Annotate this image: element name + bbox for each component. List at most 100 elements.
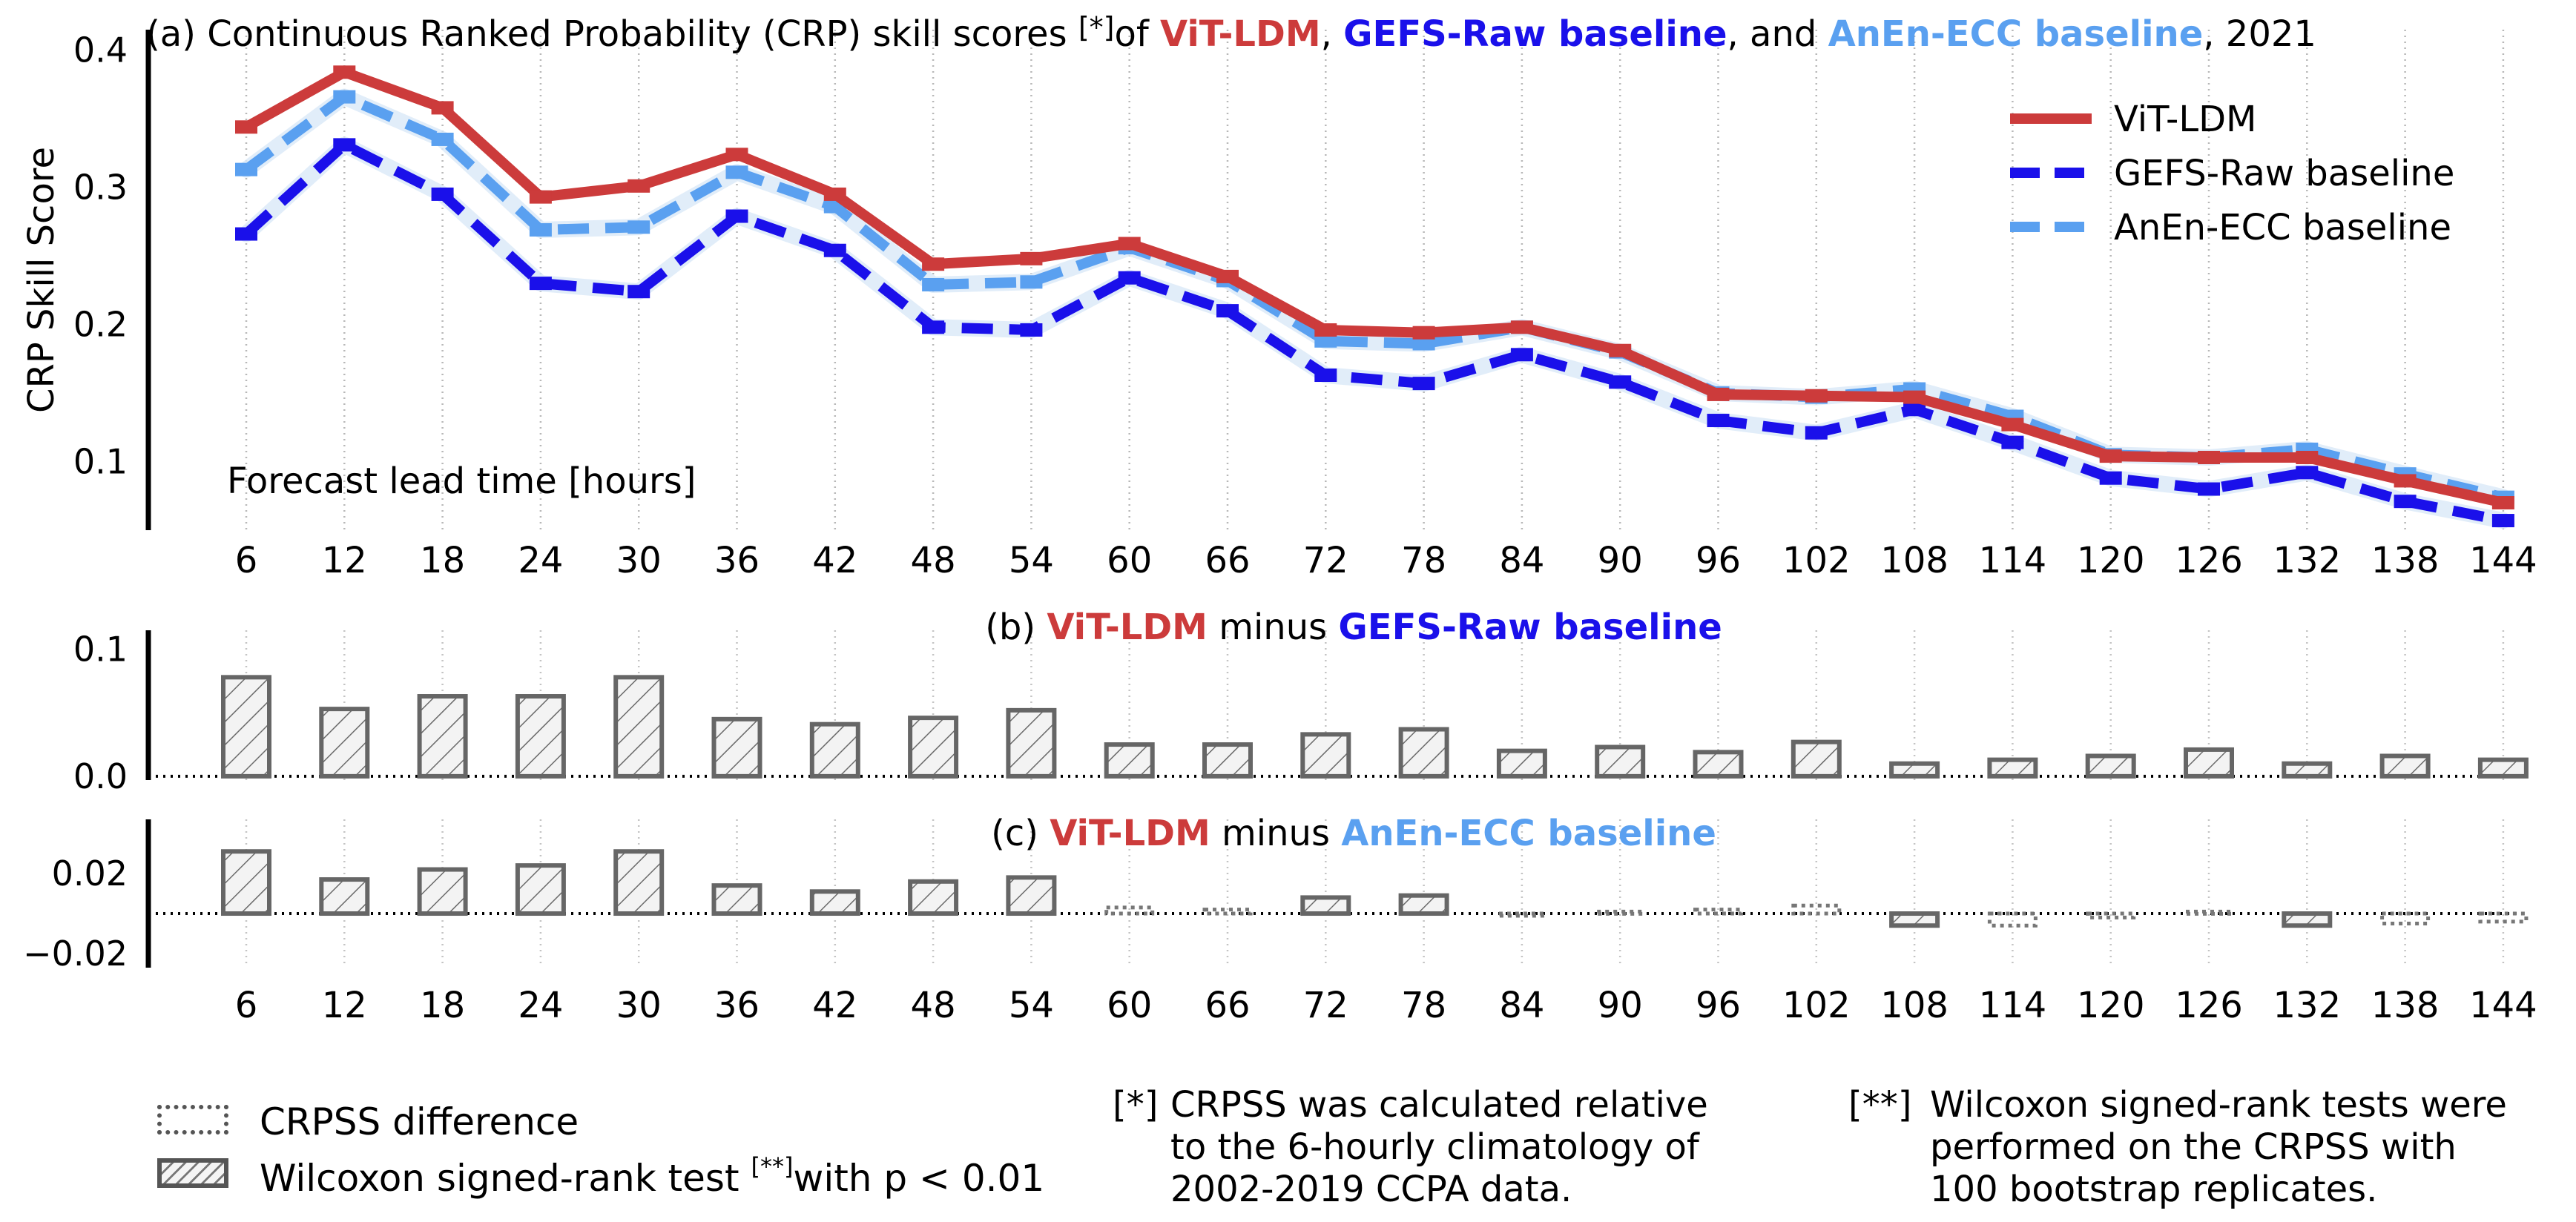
panel-a-legend: ViT-LDM GEFS-Raw baseline AnEn-ECC baselin… xyxy=(2010,99,2454,248)
data-point-marker xyxy=(333,138,356,152)
data-point-marker xyxy=(1609,343,1632,357)
data-point-marker xyxy=(1412,337,1435,351)
panel-a-title: (a) Continuous Ranked Probability (CRP) … xyxy=(146,11,2316,55)
title-span: , 2021 xyxy=(2203,13,2316,55)
x-tick-label: 36 xyxy=(714,985,760,1026)
x-tick-label: 6 xyxy=(235,540,258,581)
data-point-marker xyxy=(627,220,650,234)
data-point-marker xyxy=(235,162,257,176)
data-point-marker xyxy=(1118,271,1141,285)
data-point-marker xyxy=(1707,414,1730,428)
data-point-marker xyxy=(1805,389,1828,403)
x-tick-label: 24 xyxy=(518,540,563,581)
footnote-mark: [*] xyxy=(1113,1084,1159,1126)
footnote-line: 100 bootstrap replicates. xyxy=(1930,1169,2378,1210)
x-tick-label: 60 xyxy=(1107,540,1152,581)
x-tick-label: 120 xyxy=(2077,540,2145,581)
x-tick-label: 102 xyxy=(1782,540,1851,581)
bar-significant xyxy=(221,849,271,916)
data-point-marker xyxy=(431,101,454,115)
y-tick-label: 0.1 xyxy=(73,442,128,482)
data-point-marker xyxy=(1020,275,1043,289)
x-tick-label: 90 xyxy=(1598,540,1643,581)
title-span: ViT-LDM xyxy=(1047,607,1208,648)
data-point-marker xyxy=(1314,369,1337,383)
x-tick-label: 72 xyxy=(1303,985,1348,1026)
x-tick-label: 18 xyxy=(420,985,465,1026)
x-tick-label: 84 xyxy=(1499,540,1544,581)
x-tick-label: 66 xyxy=(1205,540,1250,581)
data-point-marker xyxy=(529,190,552,204)
data-point-marker xyxy=(1020,323,1043,337)
x-tick-label: 120 xyxy=(2077,985,2145,1026)
bar-significant xyxy=(1300,732,1351,779)
title-span: (c) xyxy=(991,813,1050,854)
y-tick-label: 0.1 xyxy=(73,630,128,670)
title-span: minus xyxy=(1208,607,1338,648)
bar-significant xyxy=(1987,757,2038,779)
data-point-marker xyxy=(1805,426,1828,440)
data-point-marker xyxy=(922,277,945,291)
data-point-marker xyxy=(1118,237,1141,251)
x-tick-label: 48 xyxy=(911,540,956,581)
data-point-marker xyxy=(2296,450,2319,464)
data-point-marker xyxy=(1609,375,1632,389)
data-point-marker xyxy=(2296,466,2319,480)
x-tick-label: 42 xyxy=(812,540,857,581)
title-span: AnEn-ECC baseline xyxy=(1341,813,1716,854)
x-tick-label: 114 xyxy=(1979,985,2047,1026)
footnote-crpss: [*] CRPSS was calculated relative to the … xyxy=(1113,1084,1708,1211)
bar-significant xyxy=(1889,761,1940,779)
bar-significant xyxy=(2184,747,2234,779)
x-tick-label: 54 xyxy=(1009,540,1054,581)
bar-significant xyxy=(809,889,860,916)
y-axis-label: CRP Skill Score xyxy=(21,147,62,413)
bar-significant xyxy=(2379,753,2431,779)
x-tick-label: 54 xyxy=(1009,985,1054,1026)
x-tick-label: 72 xyxy=(1303,540,1348,581)
bar-significant xyxy=(1496,748,1547,779)
x-tick-label: 30 xyxy=(616,540,662,581)
data-point-marker xyxy=(1707,387,1730,401)
data-point-marker xyxy=(529,223,552,237)
footnote-line: 2002-2019 CCPA data. xyxy=(1170,1169,1572,1210)
x-tick-label: 42 xyxy=(812,985,857,1026)
panel-b-title: (b) ViT-LDM minus GEFS-Raw baseline xyxy=(985,607,1722,648)
legend-label: AnEn-ECC baseline xyxy=(2114,207,2451,248)
x-tick-label: 126 xyxy=(2175,985,2243,1026)
bar-significant xyxy=(221,675,271,779)
title-span: , and xyxy=(1727,13,1828,55)
bar-significant xyxy=(2282,911,2333,928)
bar-significant xyxy=(1202,742,1253,779)
bar-significant xyxy=(515,863,566,916)
data-point-marker xyxy=(2198,450,2220,464)
data-point-marker xyxy=(2491,496,2514,510)
panel-a-line-chart: 0.1 0.2 0.3 0.4 CRP Skill Score 6 12 18 24 30 36 42… xyxy=(21,11,2537,581)
bar-significant xyxy=(1006,707,1057,779)
bar-significant xyxy=(1398,893,1449,916)
bar-significant xyxy=(515,694,566,779)
data-point-marker xyxy=(2001,435,2024,449)
title-span: ViT-LDM xyxy=(1160,13,1321,55)
data-point-marker xyxy=(2001,417,2024,432)
footnote-line: to the 6-hourly climatology of xyxy=(1170,1126,1699,1168)
x-tick-label: 138 xyxy=(2371,985,2440,1026)
data-point-marker xyxy=(1412,326,1435,340)
data-point-marker xyxy=(1314,323,1337,337)
y-tick-label: 0.2 xyxy=(73,305,128,345)
footnote-line: CRPSS was calculated relative xyxy=(1170,1084,1708,1126)
x-tick-label: 18 xyxy=(420,540,465,581)
title-span: , xyxy=(1321,13,1344,55)
footnote-line: performed on the CRPSS with xyxy=(1930,1126,2457,1168)
data-point-marker xyxy=(333,90,356,104)
data-point-marker xyxy=(2394,495,2417,509)
data-point-marker xyxy=(431,187,454,201)
data-point-marker xyxy=(235,120,257,134)
bar-not-significant xyxy=(1595,909,1645,916)
x-tick-label: 138 xyxy=(2371,540,2440,581)
bar-significant xyxy=(1398,727,1449,779)
bar-significant xyxy=(2282,761,2333,779)
data-point-marker xyxy=(1216,269,1239,283)
data-point-marker xyxy=(922,257,945,271)
